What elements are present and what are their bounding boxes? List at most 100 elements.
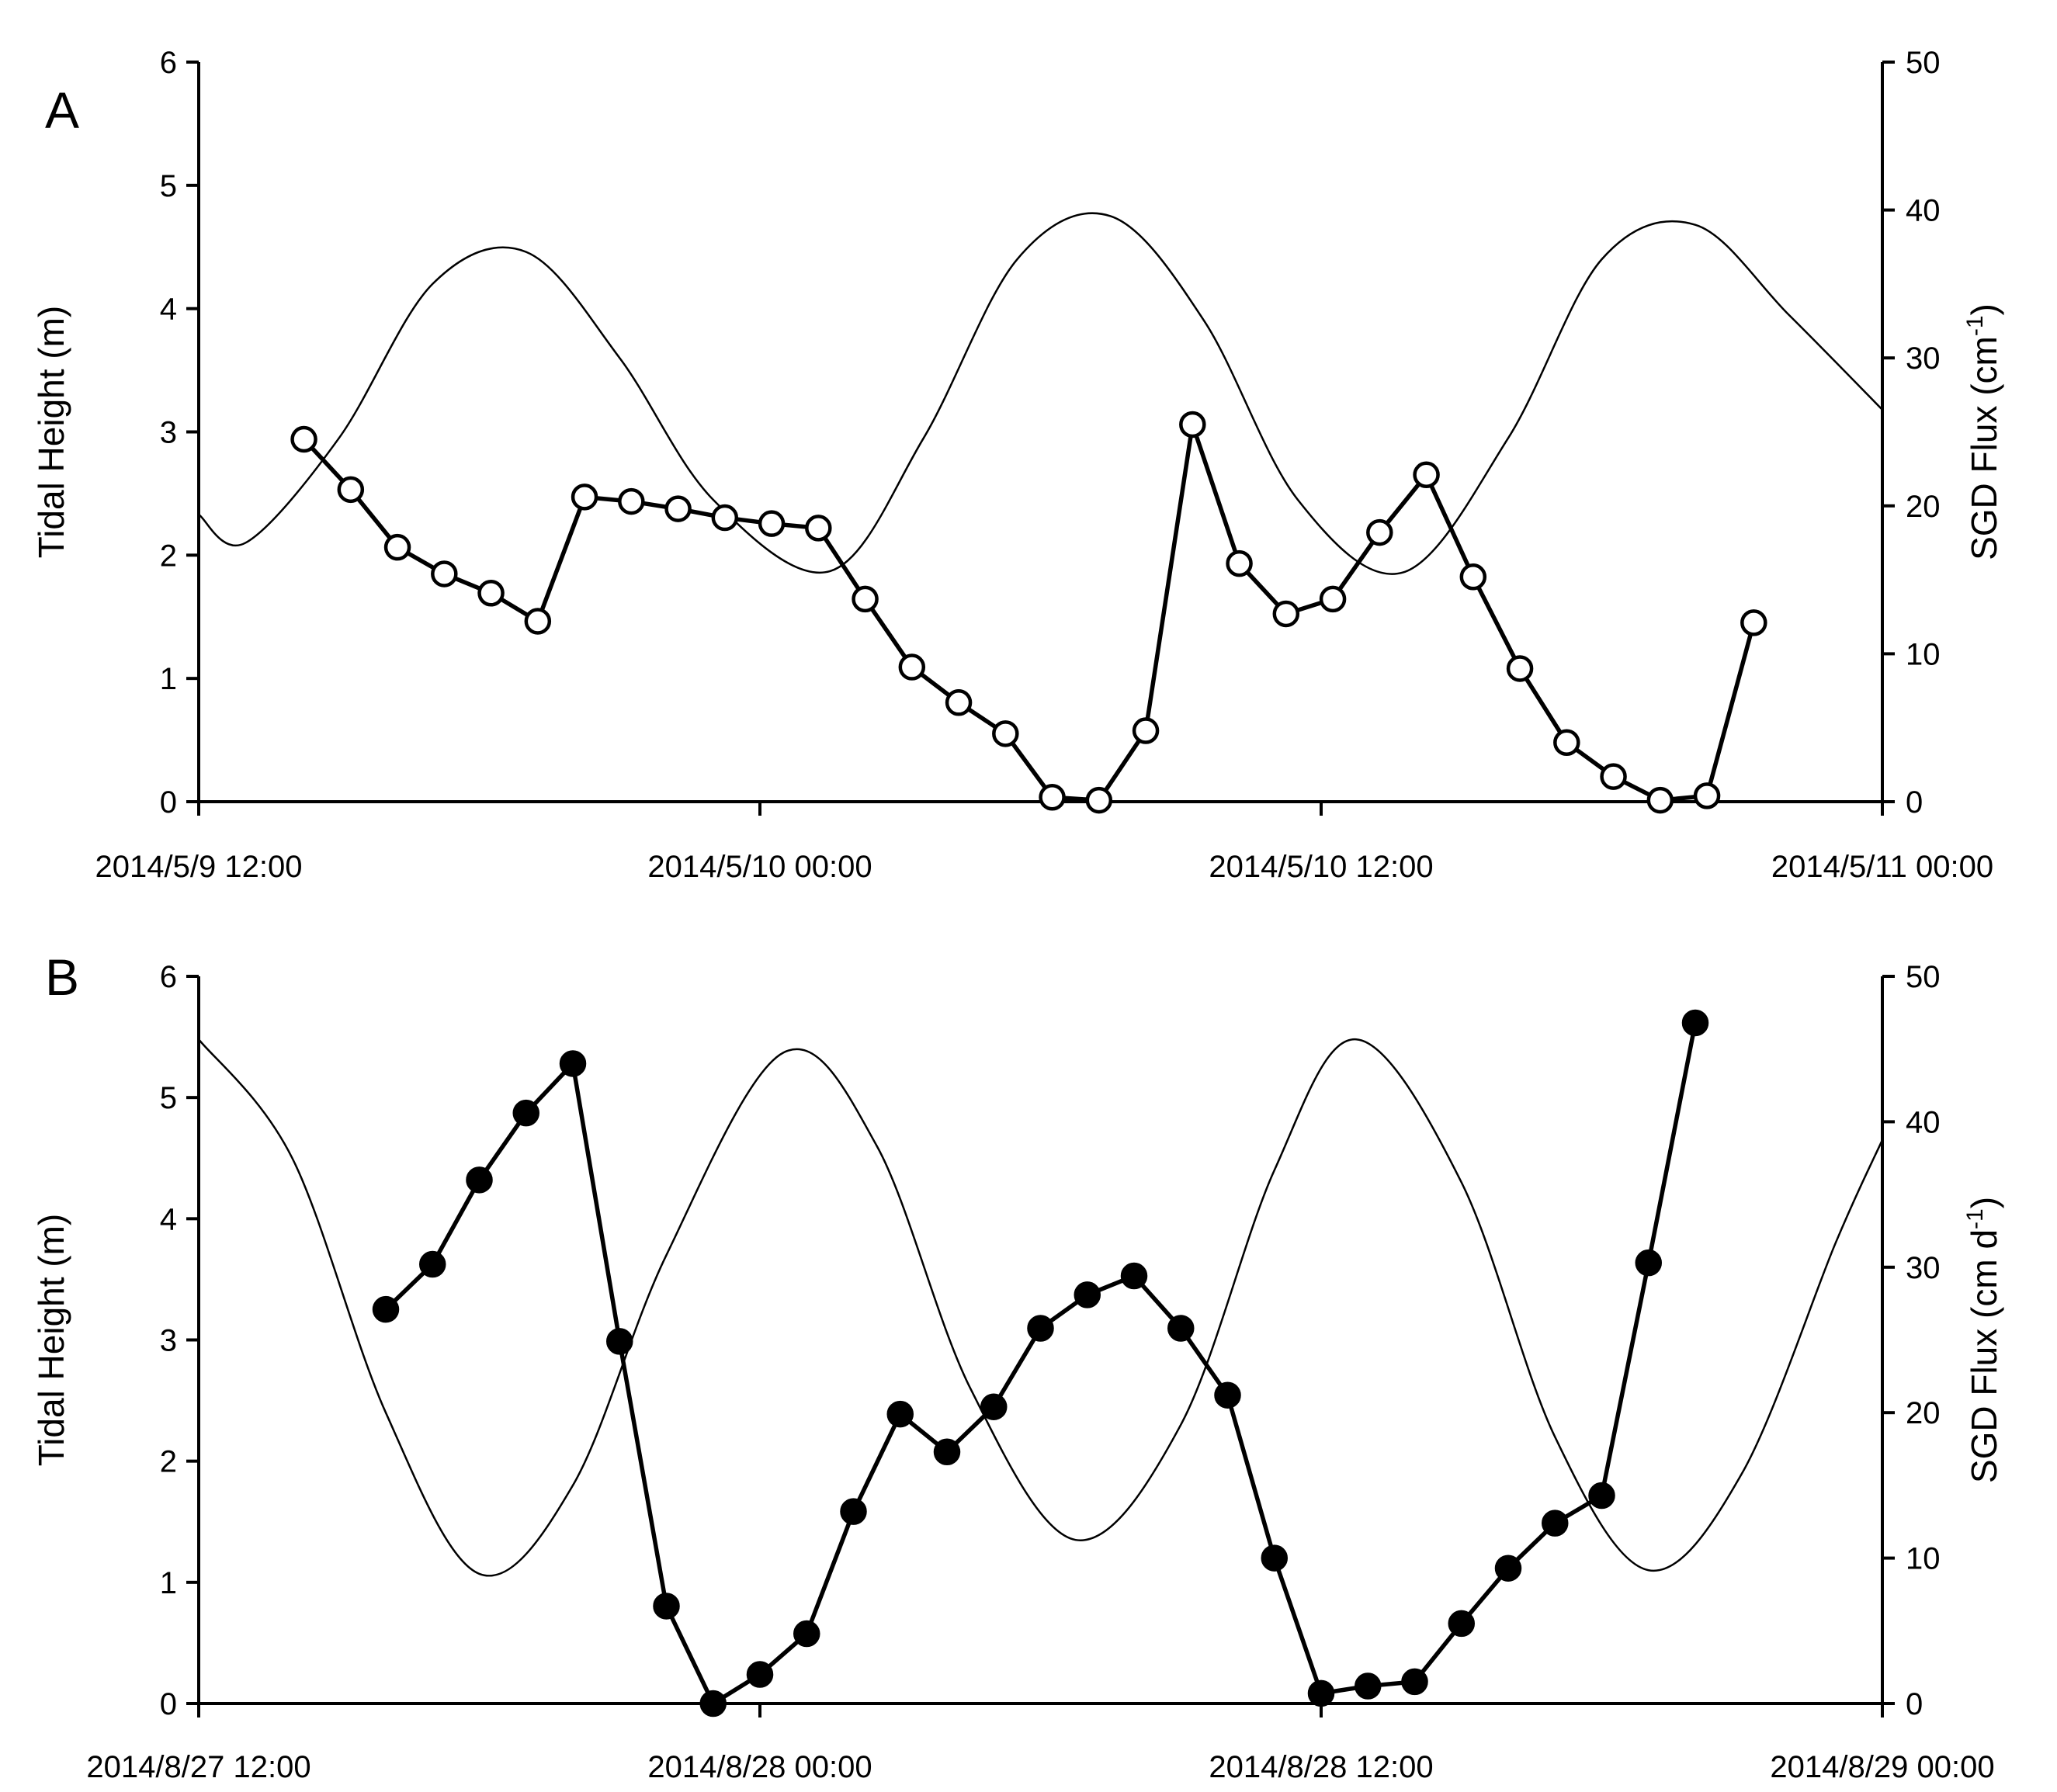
sgd-point <box>1307 1679 1335 1707</box>
sgd-point <box>1413 461 1440 489</box>
right-y-tick-label: 50 <box>1906 960 1941 994</box>
panel-label: A <box>45 81 79 139</box>
sgd-point <box>1646 786 1674 814</box>
left-y-axis-title: Tidal Height (m) <box>31 306 71 558</box>
sgd-point <box>992 720 1019 747</box>
right-y-axis-title: SGD Flux (cm d-1) <box>1962 1197 2004 1483</box>
right-y-tick-label: 20 <box>1906 490 1941 524</box>
sgd-series-line <box>302 422 1756 802</box>
right-y-axis-title-text: SGD Flux (cm d <box>1964 1229 2004 1483</box>
left-y-tick-label: 5 <box>160 169 177 203</box>
sgd-point <box>618 487 645 515</box>
sgd-point <box>1600 763 1627 790</box>
left-y-tick-label: 2 <box>160 1445 177 1479</box>
left-y-tick-label: 1 <box>160 1566 177 1600</box>
panel-b: 0 1 2 3 4 5 6 0 10 20 30 40 50 2014/8/27 12:00 2014/8/… <box>31 948 2004 1784</box>
left-y-tick-label: 5 <box>160 1081 177 1115</box>
sgd-point <box>372 1295 400 1323</box>
left-y-tick-label: 2 <box>160 539 177 573</box>
sgd-point <box>1085 786 1113 814</box>
sgd-point <box>945 689 973 716</box>
left-y-tick-label: 1 <box>160 662 177 696</box>
sgd-point <box>699 1690 727 1717</box>
sgd-point <box>1366 518 1393 546</box>
right-y-tick-label: 50 <box>1906 46 1941 80</box>
sgd-point <box>1167 1315 1195 1342</box>
sgd-point <box>711 504 739 532</box>
x-tick-label: 2014/5/9 12:00 <box>95 850 303 884</box>
left-y-tick-label: 3 <box>160 416 177 450</box>
sgd-point <box>559 1050 587 1077</box>
left-y-axis-title: Tidal Height (m) <box>31 1214 71 1466</box>
right-y-tick-label: 40 <box>1906 194 1941 228</box>
right-y-tick-label: 10 <box>1906 1542 1941 1576</box>
sgd-point <box>1635 1249 1662 1277</box>
sgd-point <box>524 608 552 635</box>
left-y-tick-label: 3 <box>160 1324 177 1358</box>
sgd-point <box>980 1393 1008 1420</box>
right-y-axis-title-superscript: -1 <box>1962 1208 1988 1229</box>
x-tick-label: 2014/5/10 12:00 <box>1209 850 1433 884</box>
sgd-point <box>1039 784 1066 811</box>
left-y-tick-label: 4 <box>160 1202 177 1236</box>
right-y-tick-label: 20 <box>1906 1396 1941 1430</box>
sgd-point <box>1132 717 1160 744</box>
sgd-point <box>419 1250 446 1278</box>
sgd-point <box>898 653 926 681</box>
sgd-point <box>653 1593 680 1620</box>
sgd-point <box>664 495 692 522</box>
sgd-point <box>793 1620 820 1648</box>
sgd-point <box>1074 1281 1101 1308</box>
right-y-tick-label: 10 <box>1906 637 1941 671</box>
sgd-point <box>1319 585 1347 613</box>
sgd-point <box>1214 1381 1241 1409</box>
sgd-point <box>1588 1482 1615 1510</box>
left-y-tick-label: 0 <box>160 1687 177 1721</box>
sgd-point <box>1681 1009 1709 1037</box>
x-tick-label: 2014/8/29 00:00 <box>1770 1750 1994 1784</box>
right-y-tick-label: 30 <box>1906 341 1941 376</box>
sgd-point <box>758 510 786 537</box>
tide-series-line <box>198 1038 1884 1577</box>
right-y-axis-title-close: ) <box>1964 303 2004 315</box>
left-y-tick-label: 6 <box>160 960 177 994</box>
x-tick-label: 2014/8/27 12:00 <box>86 1750 310 1784</box>
sgd-point <box>1459 563 1487 591</box>
sgd-point <box>805 515 832 542</box>
right-y-tick-label: 0 <box>1906 1687 1923 1721</box>
sgd-point <box>290 425 317 453</box>
x-tick-label: 2014/8/28 00:00 <box>647 1750 872 1784</box>
sgd-point <box>1226 549 1253 577</box>
right-y-axis-title-superscript: -1 <box>1962 315 1988 336</box>
sgd-series-line <box>384 1022 1698 1706</box>
right-y-axis-title: SGD Flux (cm-1) <box>1962 303 2004 560</box>
sgd-point <box>1261 1544 1288 1572</box>
sgd-point <box>466 1166 493 1194</box>
x-tick-label: 2014/5/10 00:00 <box>647 850 872 884</box>
sgd-point <box>1355 1672 1382 1700</box>
sgd-point <box>1553 729 1580 757</box>
panel-label: B <box>45 948 79 1006</box>
sgd-point <box>1693 782 1721 809</box>
panel-a: 0 1 2 3 4 5 6 0 10 20 30 40 50 2014/5/9 12:00 2014/5/1… <box>31 46 2004 884</box>
right-y-axis-title-text: SGD Flux (cm <box>1964 336 2004 560</box>
sgd-point <box>852 585 879 613</box>
sgd-point <box>1272 600 1300 628</box>
left-y-tick-label: 4 <box>160 293 177 327</box>
sgd-point <box>477 580 505 607</box>
sgd-point <box>571 484 598 511</box>
sgd-point <box>1740 609 1767 636</box>
right-y-tick-label: 30 <box>1906 1251 1941 1285</box>
sgd-point <box>512 1099 539 1127</box>
sgd-point <box>746 1661 774 1688</box>
x-tick-label: 2014/8/28 12:00 <box>1209 1750 1433 1784</box>
sgd-point <box>431 560 458 588</box>
sgd-point <box>1401 1668 1428 1696</box>
right-y-tick-label: 40 <box>1906 1105 1941 1139</box>
tide-series-line <box>198 212 1883 575</box>
sgd-point <box>1448 1610 1475 1638</box>
sgd-point <box>933 1438 961 1466</box>
sgd-point <box>1506 655 1534 682</box>
sgd-point <box>337 476 365 504</box>
